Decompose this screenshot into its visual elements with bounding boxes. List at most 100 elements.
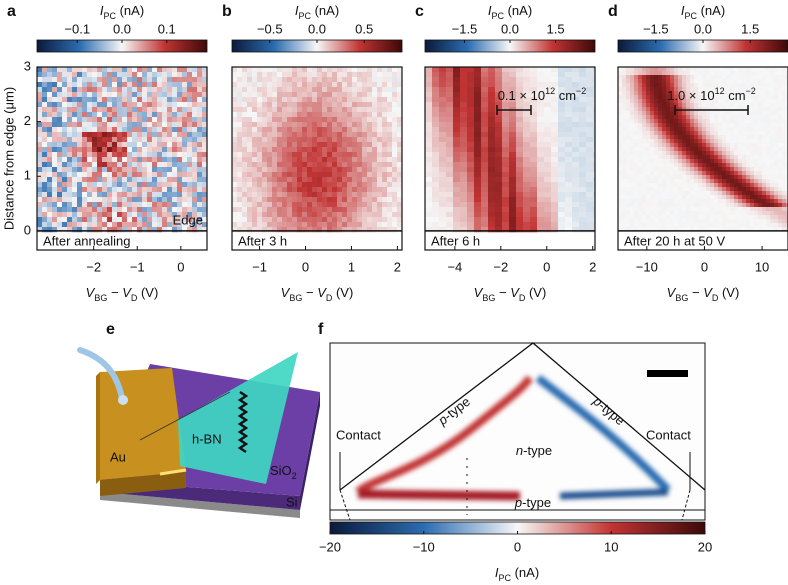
heatmap-cell (257, 192, 262, 197)
heatmap-cell (382, 92, 387, 97)
heatmap-cell (509, 182, 516, 187)
heatmap-cell (312, 187, 317, 192)
heatmap-cell (177, 142, 182, 147)
heatmap-cell (730, 111, 734, 115)
heatmap-cell (182, 67, 187, 72)
heatmap-cell (678, 139, 682, 143)
heatmap-cell (247, 132, 252, 137)
heatmap-cell (52, 112, 57, 117)
heatmap-cell (642, 75, 646, 79)
heatmap-cell (467, 137, 474, 142)
heatmap-cell (666, 163, 670, 167)
heatmap-cell (352, 122, 357, 127)
heatmap-cell (47, 177, 52, 182)
heatmap-cell (267, 172, 272, 177)
heatmap-cell (392, 202, 397, 207)
heatmap-cell (92, 162, 97, 167)
heatmap-cell (516, 187, 523, 192)
heatmap-cell (307, 127, 312, 132)
heatmap-cell (387, 192, 392, 197)
heatmap-cell (762, 139, 766, 143)
heatmap-cell (162, 87, 167, 92)
heatmap-cell (439, 107, 446, 112)
heatmap-cell (187, 132, 192, 137)
heatmap-cell (694, 219, 698, 223)
heatmap-cell (702, 191, 706, 195)
heatmap-cell (282, 82, 287, 87)
heatmap-cell (626, 155, 630, 159)
heatmap-cell (317, 162, 322, 167)
heatmap-cell (122, 202, 127, 207)
heatmap-cell (460, 202, 467, 207)
heatmap-cell (481, 202, 488, 207)
heatmap-cell (297, 132, 302, 137)
heatmap-cell (237, 192, 242, 197)
panel-letter: c (415, 3, 424, 20)
heatmap-cell (714, 147, 718, 151)
heatmap-cell (778, 199, 782, 203)
heatmap-cell (474, 147, 481, 152)
heatmap-cell (192, 117, 197, 122)
heatmap-cell (666, 219, 670, 223)
heatmap-cell (453, 212, 460, 217)
heatmap-cell (322, 67, 327, 72)
heatmap-cell (726, 139, 730, 143)
heatmap-cell (642, 127, 646, 131)
heatmap-cell (337, 112, 342, 117)
heatmap-cell (738, 143, 742, 147)
heatmap-cell (257, 152, 262, 157)
heatmap-cell (97, 222, 102, 227)
heatmap-cell (750, 111, 754, 115)
heatmap-cell (147, 197, 152, 202)
heatmap-cell (710, 143, 714, 147)
heatmap-cell (62, 102, 67, 107)
heatmap-cell (654, 127, 658, 131)
heatmap-cell (509, 137, 516, 142)
heatmap-cell (187, 177, 192, 182)
heatmap-cell (766, 111, 770, 115)
heatmap-cell (738, 211, 742, 215)
heatmap-cell (112, 77, 117, 82)
heatmap-cell (726, 191, 730, 195)
heatmap-cell (42, 167, 47, 172)
heatmap-cell (690, 199, 694, 203)
heatmap-cell (638, 91, 642, 95)
heatmap-cell (157, 192, 162, 197)
heatmap-cell (432, 217, 439, 222)
heatmap-cell (474, 122, 481, 127)
heatmap-cell (172, 137, 177, 142)
heatmap-cell (646, 103, 650, 107)
heatmap-cell (252, 207, 257, 212)
colorbar-label-part: PC (684, 11, 697, 21)
heatmap-cell (57, 87, 62, 92)
heatmap-cell (734, 135, 738, 139)
heatmap-cell (782, 199, 786, 203)
heatmap-cell (347, 67, 352, 72)
heatmap-cell (297, 197, 302, 202)
heatmap-cell (670, 67, 674, 71)
heatmap-cell (312, 167, 317, 172)
heatmap-cell (474, 152, 481, 157)
heatmap-cell (122, 177, 127, 182)
heatmap-cell (117, 112, 122, 117)
heatmap-cell (558, 207, 565, 212)
heatmap-cell (626, 127, 630, 131)
heatmap-cell (654, 111, 658, 115)
heatmap-cell (362, 157, 367, 162)
heatmap-cell (162, 202, 167, 207)
heatmap-cell (302, 122, 307, 127)
heatmap-cell (57, 167, 62, 172)
heatmap-cell (690, 211, 694, 215)
heatmap-cell (187, 197, 192, 202)
heatmap-cell (157, 87, 162, 92)
heatmap-cell (322, 192, 327, 197)
heatmap-cell (112, 127, 117, 132)
heatmap-cell (537, 217, 544, 222)
heatmap-cell (565, 157, 572, 162)
heatmap-cell (287, 97, 292, 102)
heatmap-cell (682, 211, 686, 215)
heatmap-cell (142, 147, 147, 152)
heatmap-cell (37, 107, 42, 112)
heatmap-cell (778, 171, 782, 175)
heatmap-cell (102, 162, 107, 167)
